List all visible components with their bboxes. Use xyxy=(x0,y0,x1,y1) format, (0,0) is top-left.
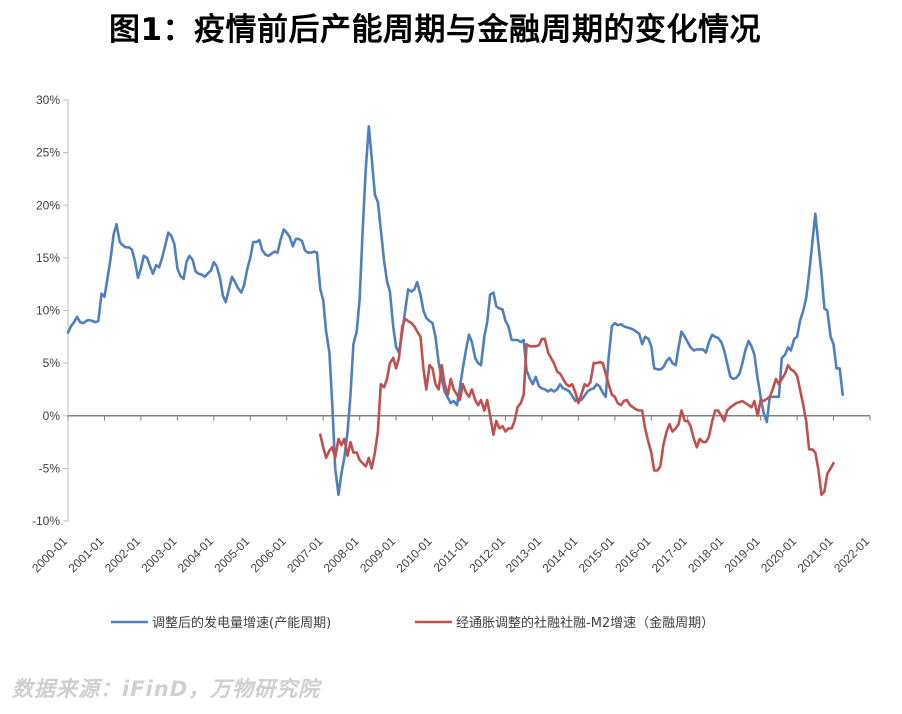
chart-legend: 调整后的发电量增速(产能周期) 经通胀调整的社融社融-M2增速（金融周期） xyxy=(111,615,714,631)
x-tick-label: 2014-01 xyxy=(539,534,580,575)
x-tick-label: 2012-01 xyxy=(467,534,508,575)
legend-label: 调整后的发电量增速(产能周期) xyxy=(152,615,331,631)
y-tick-label: 20% xyxy=(36,198,60,212)
x-tick-label: 2017-01 xyxy=(649,534,690,575)
series-line-power-generation xyxy=(66,125,844,496)
y-tick-label: 15% xyxy=(36,251,60,265)
chart-series xyxy=(66,125,844,496)
y-tick-label: 0% xyxy=(43,409,61,423)
x-tick-label: 2016-01 xyxy=(612,534,653,575)
legend-label: 经通胀调整的社融社融-M2增速（金融周期） xyxy=(456,615,714,631)
y-tick-label: -5% xyxy=(39,461,61,475)
y-tick-label: 10% xyxy=(36,304,60,318)
x-tick-label: 2004-01 xyxy=(175,534,216,575)
x-tick-label: 2010-01 xyxy=(394,534,435,575)
y-tick-label: 5% xyxy=(43,356,61,370)
x-tick-label: 2002-01 xyxy=(102,534,143,575)
x-tick-label: 2000-01 xyxy=(29,534,70,575)
x-tick-label: 2021-01 xyxy=(795,534,836,575)
x-tick-label: 2020-01 xyxy=(758,534,799,575)
chart-axes: 30% 25% 20% 15% 10% 5% 0% -5% -10% 2000-012001-01… xyxy=(29,93,872,575)
x-tick-label: 2022-01 xyxy=(831,534,872,575)
x-tick-label: 2008-01 xyxy=(321,534,362,575)
x-tick-label: 2013-01 xyxy=(503,534,544,575)
y-tick-label: 25% xyxy=(36,146,60,160)
x-tick-label: 2015-01 xyxy=(576,534,617,575)
x-tick-label: 2005-01 xyxy=(211,534,252,575)
x-tick-label: 2009-01 xyxy=(357,534,398,575)
x-tick-label: 2018-01 xyxy=(685,534,726,575)
x-tick-label: 2019-01 xyxy=(722,534,763,575)
series-line-financial-cycle xyxy=(319,317,835,496)
x-tick-label: 2003-01 xyxy=(138,534,179,575)
x-tick-label: 2006-01 xyxy=(248,534,289,575)
y-tick-label: -10% xyxy=(32,514,60,528)
figure-title: 图1：疫情前后产能周期与金融周期的变化情况 xyxy=(108,12,762,48)
x-tick-label: 2001-01 xyxy=(66,534,107,575)
y-tick-label: 30% xyxy=(36,93,60,107)
x-tick-label: 2011-01 xyxy=(431,534,472,575)
x-tick-label: 2007-01 xyxy=(284,534,325,575)
data-source-note: 数据来源：iFinD，万物研究院 xyxy=(12,677,321,701)
